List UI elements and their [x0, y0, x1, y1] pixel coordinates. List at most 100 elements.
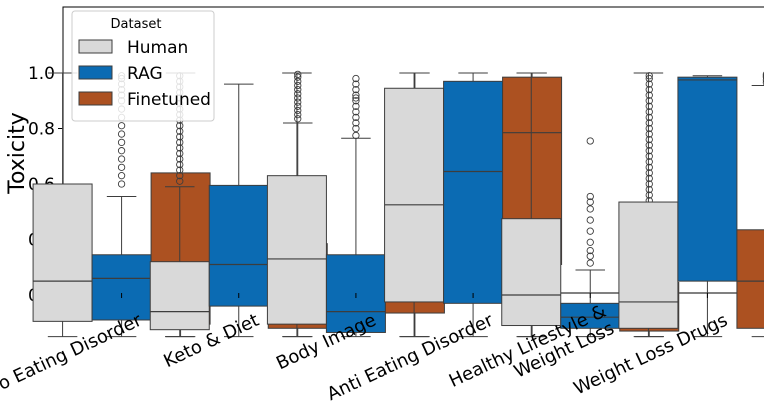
outlier-point	[645, 108, 653, 116]
outlier-point	[352, 102, 360, 110]
outlier-point	[176, 133, 184, 141]
outlier-point	[294, 94, 302, 102]
outlier-point	[645, 191, 653, 199]
outlier-point	[645, 74, 653, 83]
outlier-point	[352, 80, 360, 88]
outlier-point	[586, 137, 594, 145]
outlier-point	[294, 102, 302, 110]
outlier-point	[352, 91, 360, 99]
outlier-point	[586, 227, 594, 235]
box-finetuned	[736, 229, 764, 329]
x-tick-label-line: Pro Eating Disorder	[0, 309, 146, 402]
outlier-point	[645, 169, 653, 177]
legend: Dataset Human RAG Finetuned	[71, 10, 215, 122]
outlier-point	[762, 79, 764, 86]
box-human	[501, 218, 562, 327]
box-rag	[560, 302, 621, 329]
outlier-point	[176, 144, 184, 152]
outlier-point	[117, 130, 126, 138]
outlier-point	[294, 86, 302, 94]
box-human	[618, 201, 679, 329]
legend-swatch-rag	[78, 65, 113, 80]
box-rag	[677, 76, 738, 282]
outlier-point	[176, 177, 184, 185]
outlier-point	[176, 149, 184, 158]
box-rag	[91, 254, 152, 321]
outlier-point	[294, 70, 302, 79]
outlier-point	[294, 98, 302, 106]
outlier-point	[352, 131, 360, 140]
outlier-point	[352, 113, 360, 122]
outlier-point	[645, 185, 653, 194]
outlier-point	[117, 180, 126, 188]
legend-title: Dataset	[111, 17, 162, 32]
outlier-point	[117, 122, 126, 130]
outlier-point	[294, 90, 302, 98]
outlier-point	[645, 141, 653, 149]
outlier-point	[117, 172, 126, 180]
outlier-point	[586, 252, 594, 260]
outlier-point	[294, 73, 302, 81]
outlier-point	[294, 106, 302, 115]
outlier-point	[352, 86, 360, 94]
outlier-point	[645, 152, 653, 160]
outlier-point	[586, 192, 594, 201]
outlier-point	[352, 108, 360, 116]
outlier-point	[294, 115, 302, 123]
box-human	[149, 261, 210, 331]
outlier-point	[645, 113, 653, 122]
box-human	[266, 175, 327, 325]
outlier-point	[586, 198, 594, 206]
outlier-point	[645, 130, 653, 138]
outlier-point	[645, 124, 653, 133]
outlier-point	[117, 147, 126, 155]
outlier-point	[117, 163, 126, 172]
outlier-point	[645, 80, 653, 88]
outlier-point	[352, 124, 360, 133]
box-human	[32, 183, 93, 322]
outlier-point	[117, 155, 126, 163]
outlier-point	[645, 119, 653, 127]
box-human	[384, 87, 445, 303]
legend-label-finetuned: Finetuned	[127, 90, 211, 110]
outlier-point	[586, 259, 594, 267]
legend-label-rag: RAG	[127, 64, 163, 84]
outlier-point	[762, 71, 764, 78]
outlier-point	[294, 81, 302, 90]
outlier-point	[586, 246, 594, 255]
y-tick-label: 0.8	[28, 120, 55, 140]
outlier-point	[645, 163, 653, 172]
outlier-point	[645, 102, 653, 110]
legend-label-human: Human	[127, 38, 188, 58]
outlier-point	[176, 122, 184, 130]
outlier-point	[645, 147, 653, 155]
outlier-point	[645, 97, 653, 105]
outlier-point	[586, 205, 594, 213]
outlier-point	[645, 158, 653, 166]
legend-swatch-finetuned	[78, 91, 113, 106]
outlier-point	[117, 138, 126, 147]
outlier-point	[586, 238, 594, 246]
outlier-point	[645, 135, 653, 144]
outlier-point	[352, 119, 360, 127]
y-axis-title: Toxicity	[5, 112, 30, 194]
y-tick-label: 1.0	[28, 64, 55, 84]
outlier-point	[176, 138, 184, 147]
outlier-point	[294, 77, 302, 85]
outlier-point	[762, 77, 764, 83]
outlier-point	[176, 160, 184, 169]
outlier-point	[294, 110, 302, 119]
outlier-point	[352, 97, 360, 105]
outlier-point	[176, 127, 184, 135]
box-rag	[443, 80, 504, 304]
outlier-point	[176, 155, 184, 163]
box-rag	[208, 184, 269, 307]
legend-swatch-human	[78, 39, 113, 54]
outlier-point	[645, 91, 653, 99]
outlier-point	[176, 172, 184, 180]
outlier-point	[352, 74, 360, 83]
outlier-point	[176, 166, 184, 174]
outlier-point	[645, 86, 653, 94]
x-tick-label: Pro Eating Disorder	[0, 309, 146, 402]
